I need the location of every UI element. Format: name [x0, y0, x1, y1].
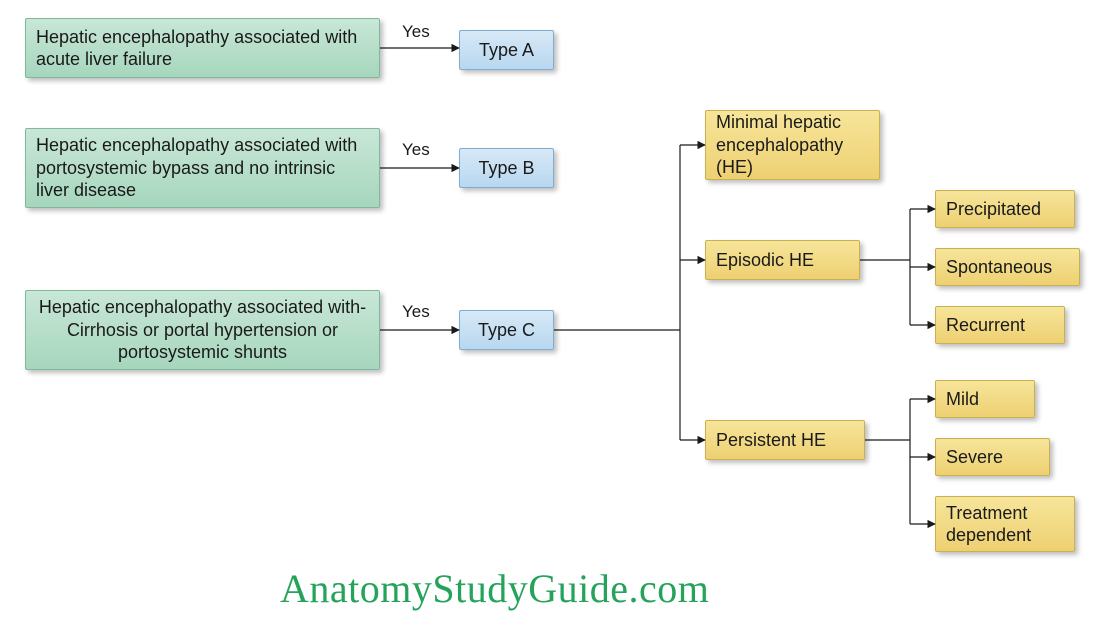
cond-c-label: Hepatic encephalopathy associated with-C…: [36, 296, 369, 364]
edge-label-yes-c: Yes: [402, 302, 430, 322]
node-cond-c: Hepatic encephalopathy associated with-C…: [25, 290, 380, 370]
node-cond-b: Hepatic encephalopathy associated with p…: [25, 128, 380, 208]
cond-a-label: Hepatic encephalopathy associated with a…: [36, 26, 369, 71]
edge-label-yes-b: Yes: [402, 140, 430, 160]
spontaneous-label: Spontaneous: [946, 256, 1052, 279]
node-persistent-he: Persistent HE: [705, 420, 865, 460]
type-b-label: Type B: [478, 157, 534, 180]
node-recurrent: Recurrent: [935, 306, 1065, 344]
type-a-label: Type A: [479, 39, 534, 62]
mild-label: Mild: [946, 388, 979, 411]
precipitated-label: Precipitated: [946, 198, 1041, 221]
node-spontaneous: Spontaneous: [935, 248, 1080, 286]
node-episodic-he: Episodic HE: [705, 240, 860, 280]
node-type-a: Type A: [459, 30, 554, 70]
node-type-c: Type C: [459, 310, 554, 350]
recurrent-label: Recurrent: [946, 314, 1025, 337]
min-he-label: Minimal hepatic encephalopathy (HE): [716, 111, 869, 179]
severe-label: Severe: [946, 446, 1003, 469]
node-min-he: Minimal hepatic encephalopathy (HE): [705, 110, 880, 180]
node-severe: Severe: [935, 438, 1050, 476]
treatment-dependent-label: Treatment dependent: [946, 502, 1064, 547]
edge-label-yes-a: Yes: [402, 22, 430, 42]
node-type-b: Type B: [459, 148, 554, 188]
watermark-text: AnatomyStudyGuide.com: [280, 565, 709, 612]
type-c-label: Type C: [478, 319, 535, 342]
persistent-he-label: Persistent HE: [716, 429, 826, 452]
cond-b-label: Hepatic encephalopathy associated with p…: [36, 134, 369, 202]
node-mild: Mild: [935, 380, 1035, 418]
node-precipitated: Precipitated: [935, 190, 1075, 228]
episodic-he-label: Episodic HE: [716, 249, 814, 272]
node-treatment-dependent: Treatment dependent: [935, 496, 1075, 552]
node-cond-a: Hepatic encephalopathy associated with a…: [25, 18, 380, 78]
